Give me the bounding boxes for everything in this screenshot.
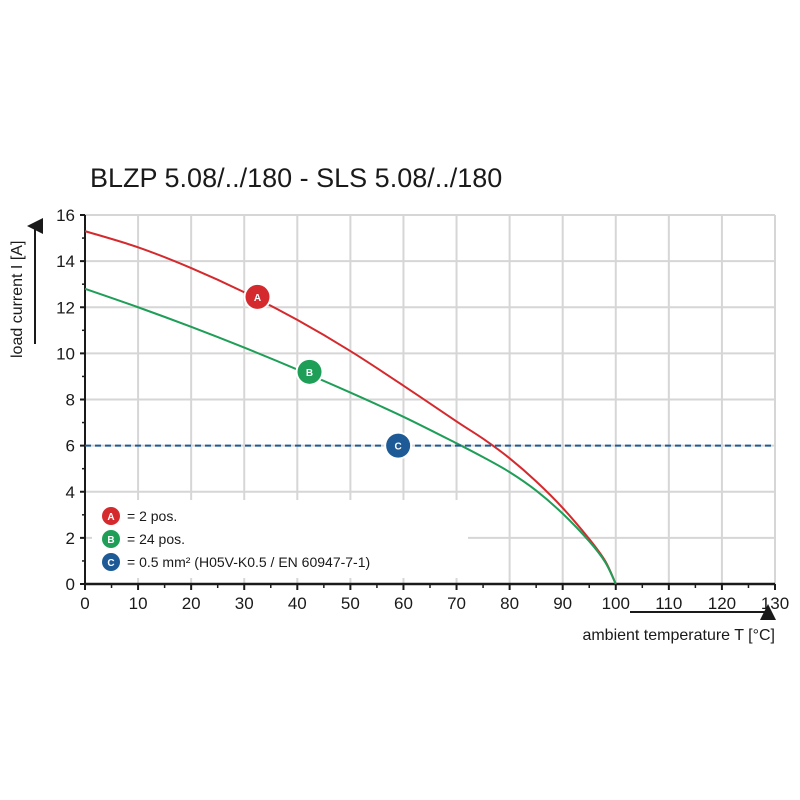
x-tick-label: 80 [500, 594, 519, 613]
x-tick-label: 50 [341, 594, 360, 613]
y-tick-label: 4 [66, 483, 75, 502]
x-tick-label: 10 [129, 594, 148, 613]
x-tick-label: 0 [80, 594, 89, 613]
series-marker-C: C [384, 431, 413, 460]
x-axis-label: ambient temperature T [°C] [582, 627, 775, 644]
badge-letter: C [395, 442, 402, 453]
legend-badge-A: A [100, 505, 122, 527]
y-tick-label: 6 [66, 437, 75, 456]
axes [27, 214, 776, 620]
legend-label-B: = 24 pos. [127, 531, 185, 547]
y-tick-label: 16 [56, 206, 75, 225]
legend-background [92, 500, 468, 578]
badge-letter: B [306, 368, 313, 379]
badge-fill [245, 284, 270, 309]
badge-fill [102, 507, 120, 525]
legend-label-C: = 0.5 mm² (H05V-K0.5 / EN 60947-7-1) [127, 554, 370, 570]
legend: A = 2 pos. B = 24 pos. C = 0.5 mm² (H05V-K0.5… [92, 500, 468, 578]
y-axis-label: load current I [A] [9, 241, 26, 358]
x-tick-label: 90 [553, 594, 572, 613]
series-marker-A: A [243, 282, 272, 311]
x-tick-label: 30 [235, 594, 254, 613]
x-tick-label: 100 [602, 594, 630, 613]
y-tick-label: 14 [56, 252, 75, 271]
legend-badge-B: B [100, 528, 122, 550]
badge-letter: A [254, 293, 261, 304]
y-tick-labels: 0 2 4 6 8 10 12 14 16 [56, 206, 75, 594]
x-tick-label: 60 [394, 594, 413, 613]
badge-letter: B [107, 535, 114, 546]
series-line-A [84, 230, 617, 585]
badge-fill [297, 359, 322, 384]
y-tick-label: 10 [56, 344, 75, 363]
y-tick-label: 12 [56, 298, 75, 317]
series-marker-B: B [295, 357, 324, 386]
badge-fill [386, 433, 411, 458]
x-tick-label: 130 [761, 594, 789, 613]
y-tick-label: 8 [66, 391, 75, 410]
series-line-B [84, 287, 617, 585]
series-markers: A B C [243, 282, 413, 460]
x-tick-label: 120 [708, 594, 736, 613]
series-lines [84, 230, 775, 585]
badge-letter: C [107, 558, 114, 569]
x-tick-label: 40 [288, 594, 307, 613]
badge-letter: A [107, 512, 114, 523]
badge-fill [102, 553, 120, 571]
badge-fill [102, 530, 120, 548]
legend-label-A: = 2 pos. [127, 508, 177, 524]
x-tick-label: 20 [182, 594, 201, 613]
y-tick-label: 2 [66, 529, 75, 548]
legend-badge-C: C [100, 551, 122, 573]
x-tick-labels: 0 10 20 30 40 50 60 70 80 90 100 110 120 130 [80, 594, 789, 613]
x-tick-label: 70 [447, 594, 466, 613]
chart-title: BLZP 5.08/../180 - SLS 5.08/../180 [90, 163, 502, 193]
x-tick-label: 110 [655, 594, 682, 613]
y-tick-label: 0 [66, 575, 75, 594]
